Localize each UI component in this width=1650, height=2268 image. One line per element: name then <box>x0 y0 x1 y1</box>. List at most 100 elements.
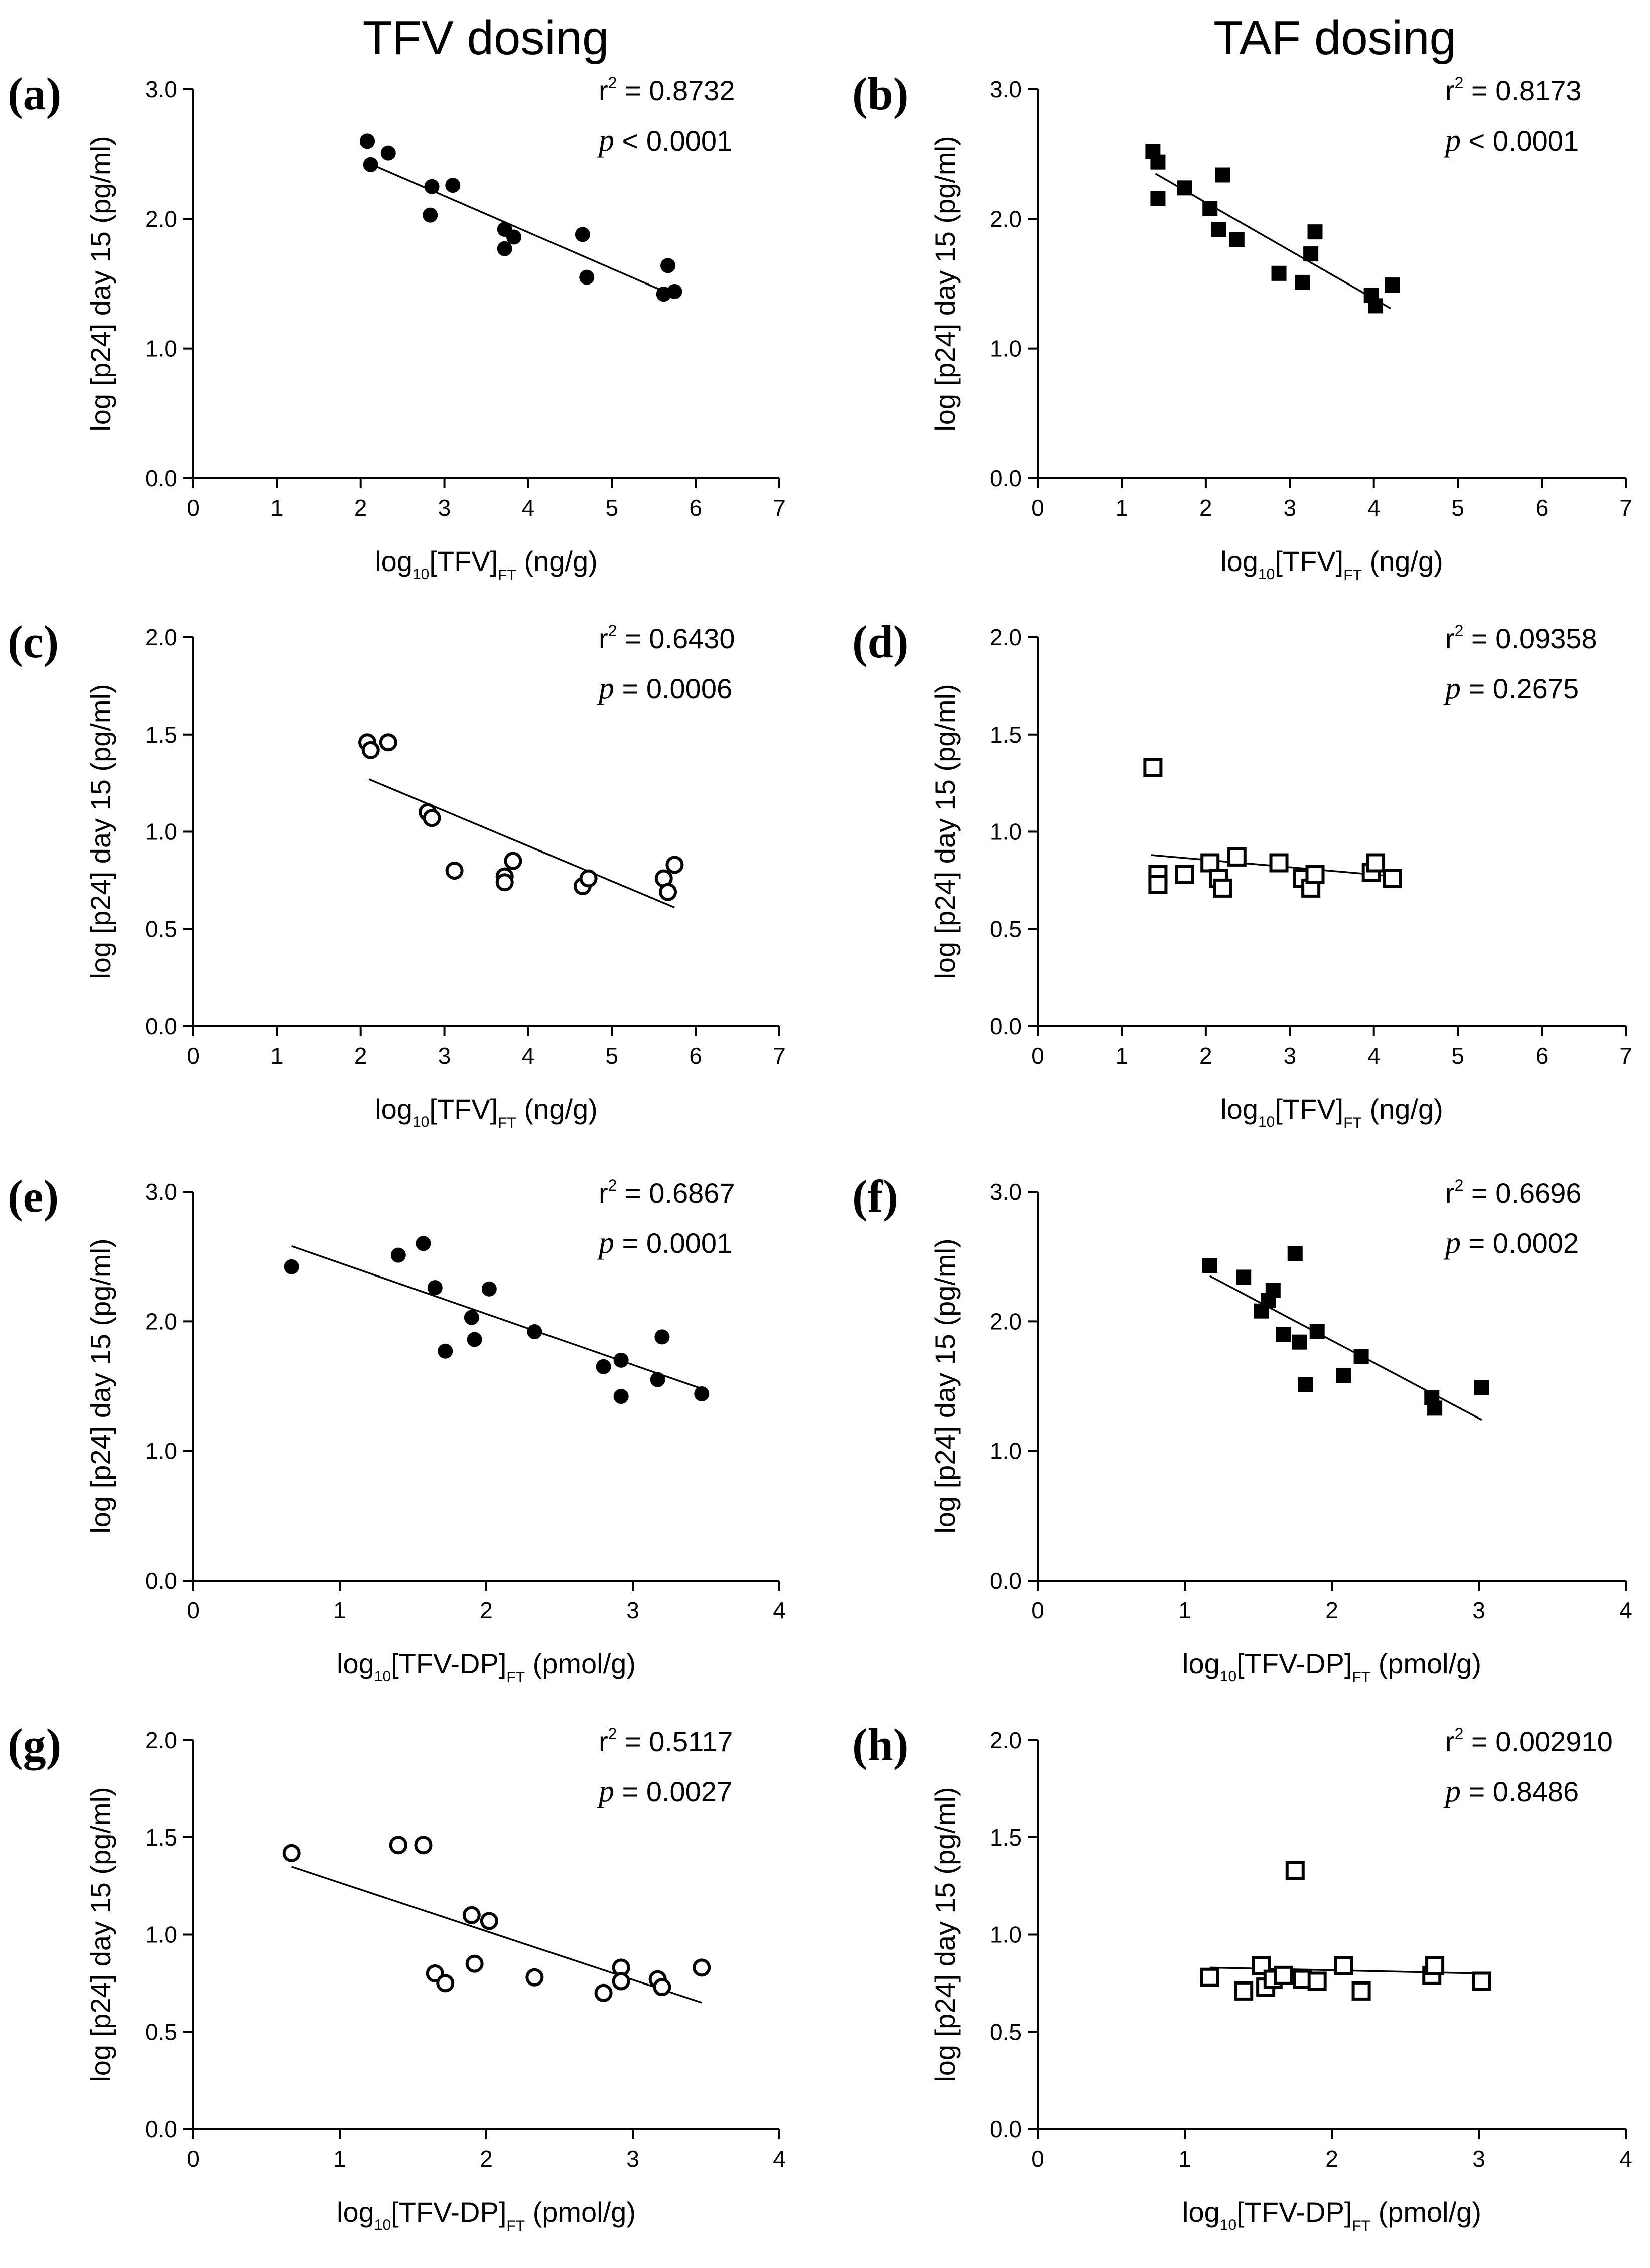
y-axis-label: log [p24] day 15 (pg/ml) <box>929 684 961 979</box>
x-tick-label: 1 <box>1116 495 1129 521</box>
p-value-text: p = 0.8486 <box>1443 1774 1579 1808</box>
data-point <box>1474 1380 1489 1395</box>
p-value: = 0.0006 <box>614 673 732 704</box>
panel-g: (g) 0 1 2 3 4 0.0 0.5 1.0 1.5 2.0 log [p24] day 15 … <box>8 1719 786 2234</box>
y-tick-label: 0.5 <box>145 2019 177 2045</box>
x-label-main: [TFV] <box>429 1093 498 1125</box>
panel-label: (a) <box>8 68 61 119</box>
x-label-sub1: 10 <box>412 566 429 583</box>
data-point <box>579 869 598 888</box>
data-point <box>1271 265 1287 281</box>
x-tick-label: 2 <box>354 1043 367 1069</box>
data-point <box>1213 878 1232 898</box>
data-point <box>650 1372 665 1387</box>
data-point <box>1285 1861 1305 1880</box>
data-point <box>497 241 512 256</box>
x-label-post: (ng/g) <box>516 545 598 577</box>
x-label-main: [TFV-DP] <box>1236 1648 1352 1679</box>
x-tick-label: 3 <box>1283 495 1296 521</box>
y-axis-label: log [p24] day 15 (pg/ml) <box>929 136 961 431</box>
data-point <box>423 809 441 827</box>
data-point <box>424 179 440 194</box>
y-tick-label: 0.0 <box>145 465 177 491</box>
x-tick-label: 3 <box>438 1043 451 1069</box>
data-point <box>363 157 378 172</box>
panel-b: (b) 0 1 2 3 4 5 6 7 0.0 1.0 2.0 3.0 log [p24] day 15 … <box>852 68 1632 584</box>
x-axis-label: log10[TFV]FT (ng/g) <box>1220 1093 1443 1131</box>
p-value-text: p = 0.0002 <box>1443 1226 1579 1260</box>
x-label-sub1: 10 <box>374 1668 391 1685</box>
r-squared-symbol: r <box>1445 623 1455 654</box>
data-point <box>1295 274 1310 290</box>
data-point <box>1150 154 1166 170</box>
x-tick-label: 0 <box>187 2146 200 2172</box>
x-label-sub2: FT <box>1343 567 1362 584</box>
r-squared-value: = 0.09358 <box>1463 623 1597 654</box>
x-tick-label: 3 <box>1283 1043 1296 1069</box>
x-tick-label: 3 <box>626 2146 639 2172</box>
x-tick-label: 1 <box>270 1043 284 1069</box>
x-label-post: (pmol/g) <box>1370 1648 1481 1679</box>
panel-label: (c) <box>8 616 59 667</box>
data-point <box>1309 1324 1325 1339</box>
data-point <box>659 883 677 901</box>
x-label-main: [TFV] <box>1275 1093 1343 1125</box>
x-tick-label: 0 <box>1031 2146 1044 2172</box>
p-value-text: p = 0.0001 <box>597 1226 732 1260</box>
x-tick-label: 4 <box>522 495 535 521</box>
data-point <box>379 733 397 752</box>
x-tick-label: 6 <box>689 1043 702 1069</box>
data-point <box>423 207 438 223</box>
x-label-pre: log <box>337 1648 374 1679</box>
x-tick-label: 3 <box>438 495 451 521</box>
data-point <box>464 1310 479 1325</box>
x-label-main: [TFV-DP] <box>1236 2196 1352 2228</box>
data-point <box>462 1906 481 1924</box>
y-tick-label: 0.0 <box>990 1013 1022 1039</box>
panel-e: (e) 0 1 2 3 4 0.0 1.0 2.0 3.0 log [p24] day 15 (pg… <box>8 1171 786 1686</box>
r-squared-value: = 0.5117 <box>617 1726 733 1757</box>
r-squared-superscript: 2 <box>608 622 617 640</box>
column-title-taf: TAF dosing <box>1213 11 1456 65</box>
p-value: = 0.0001 <box>614 1227 732 1259</box>
data-point <box>693 1958 711 1977</box>
data-point <box>1227 847 1247 867</box>
y-tick-label: 1.0 <box>145 819 177 845</box>
data-point <box>1200 853 1220 873</box>
x-tick-label: 5 <box>1451 495 1464 521</box>
p-symbol: p <box>1443 671 1461 705</box>
regression-line <box>368 162 671 295</box>
p-value: = 0.0002 <box>1461 1227 1579 1259</box>
x-axis-label: log10[TFV-DP]FT (pmol/g) <box>337 2196 636 2234</box>
data-point <box>1351 1981 1371 2001</box>
y-tick-label: 2.0 <box>990 1727 1022 1753</box>
column-title-tfv: TFV dosing <box>363 11 609 65</box>
p-value-text: p = 0.0006 <box>597 671 732 705</box>
r-squared-superscript: 2 <box>608 74 617 92</box>
x-tick-label: 0 <box>1031 1043 1044 1069</box>
data-point <box>1368 298 1384 314</box>
p-symbol: p <box>1443 123 1461 158</box>
x-tick-label: 2 <box>1199 495 1212 521</box>
p-value: < 0.0001 <box>614 125 732 157</box>
data-point <box>438 1343 453 1359</box>
x-tick-label: 4 <box>1619 2146 1632 2172</box>
data-point <box>360 133 375 149</box>
y-axis-label: log [p24] day 15 (pg/ml) <box>85 684 116 979</box>
x-tick-label: 1 <box>1178 1597 1191 1623</box>
x-tick-label: 5 <box>605 1043 618 1069</box>
data-point <box>527 1324 542 1339</box>
y-tick-label: 0.0 <box>990 1568 1022 1594</box>
x-tick-label: 4 <box>522 1043 535 1069</box>
panel-label: (g) <box>8 1719 61 1770</box>
x-tick-label: 1 <box>270 495 284 521</box>
y-tick-label: 1.5 <box>145 722 177 748</box>
data-point <box>1202 201 1218 216</box>
r-squared-symbol: r <box>599 1177 608 1209</box>
x-tick-label: 4 <box>1367 1043 1381 1069</box>
data-point <box>390 1247 406 1263</box>
data-point <box>660 258 676 273</box>
x-label-sub2: FT <box>1352 1669 1370 1686</box>
data-point <box>1236 1269 1252 1285</box>
